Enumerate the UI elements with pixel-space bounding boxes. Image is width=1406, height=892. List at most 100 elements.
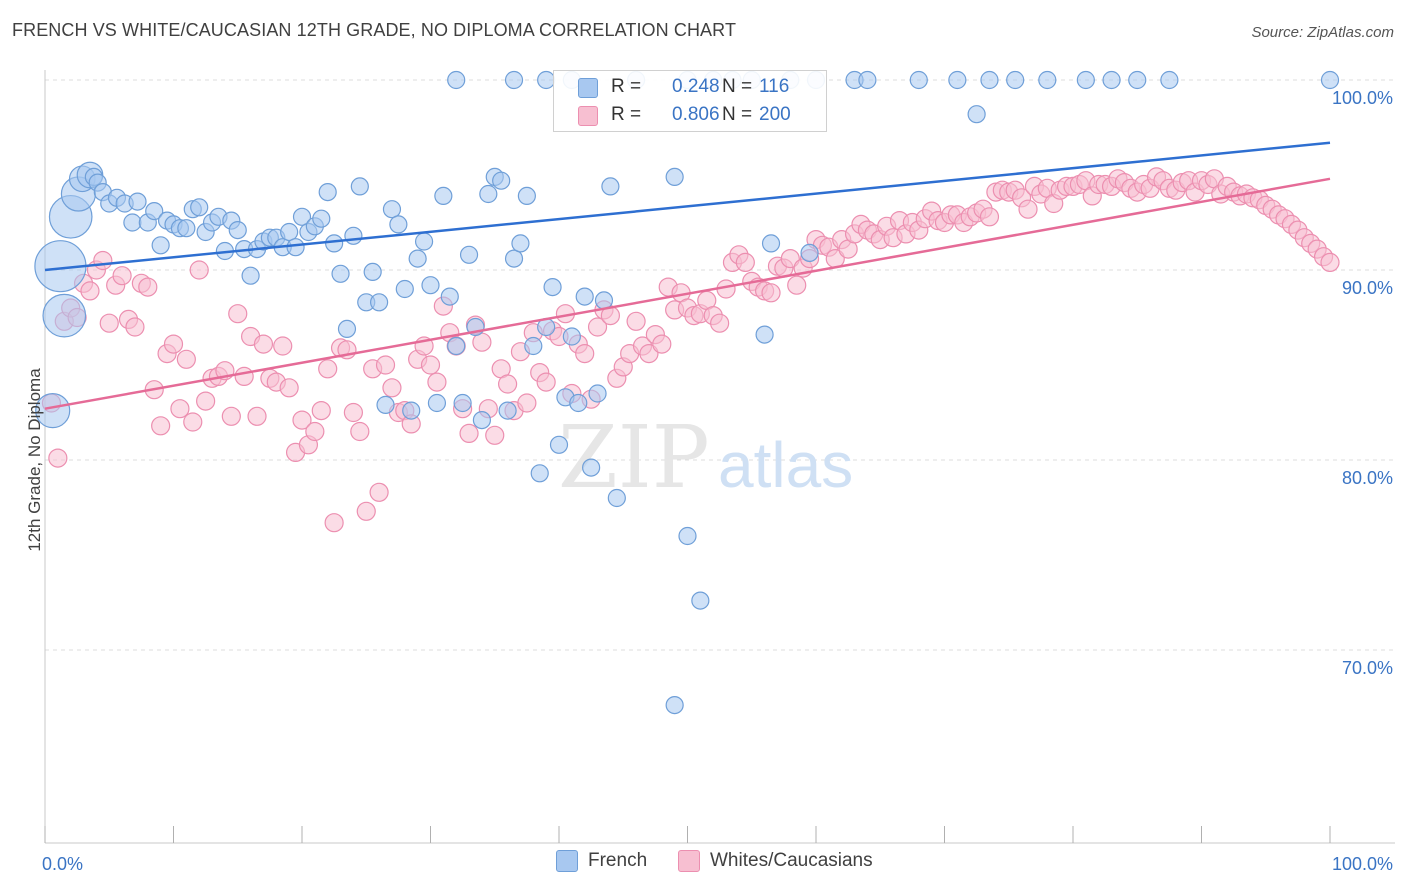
french-point bbox=[569, 393, 588, 413]
french-point bbox=[479, 184, 498, 204]
white-point bbox=[761, 283, 781, 303]
watermark-zip: ZIP bbox=[558, 408, 710, 508]
white-point bbox=[112, 266, 132, 286]
french-point bbox=[447, 70, 466, 90]
legend-item-white[interactable]: Whites/Caucasians bbox=[678, 850, 873, 872]
french-point bbox=[408, 249, 427, 268]
french-point bbox=[562, 327, 581, 346]
white-point bbox=[343, 402, 363, 423]
french-point bbox=[42, 293, 87, 338]
white-point bbox=[780, 249, 800, 269]
legend-r-value-white: 0.806 bbox=[672, 104, 720, 125]
french-point bbox=[395, 279, 414, 299]
legend-n-value-white: 200 bbox=[759, 104, 791, 125]
french-point bbox=[228, 221, 247, 240]
axes bbox=[44, 70, 1395, 844]
french-point bbox=[800, 243, 819, 262]
french-point bbox=[382, 200, 402, 219]
french-point bbox=[434, 186, 453, 205]
white-points bbox=[41, 167, 1340, 533]
french-point bbox=[1076, 70, 1095, 90]
french-point bbox=[665, 167, 684, 186]
french-point bbox=[177, 219, 196, 238]
white-point bbox=[253, 334, 274, 354]
french-point bbox=[755, 325, 774, 344]
french-point bbox=[363, 262, 382, 281]
french-point bbox=[286, 238, 305, 257]
white-point bbox=[375, 355, 396, 375]
white-point bbox=[1018, 199, 1038, 219]
french-point bbox=[145, 202, 164, 221]
french-point bbox=[427, 393, 447, 413]
french-point bbox=[280, 222, 299, 242]
french-point bbox=[517, 186, 536, 205]
white-point bbox=[587, 317, 608, 337]
french-point bbox=[582, 458, 601, 477]
french-point bbox=[190, 198, 209, 217]
white-point bbox=[427, 372, 447, 392]
legend-item-french[interactable]: French bbox=[556, 850, 647, 872]
white-point bbox=[196, 391, 216, 411]
french-point bbox=[1128, 70, 1147, 90]
white-point bbox=[48, 448, 68, 468]
french-point bbox=[241, 266, 260, 285]
watermark-atlas: atlas bbox=[718, 429, 853, 501]
french-point bbox=[344, 226, 363, 245]
french-point bbox=[549, 435, 569, 454]
french-point bbox=[575, 287, 594, 306]
white-point bbox=[163, 334, 184, 354]
white-point bbox=[305, 421, 325, 442]
y-tick-label: 90.0% bbox=[1342, 278, 1393, 298]
french-points bbox=[34, 70, 1340, 715]
white-point bbox=[292, 410, 312, 430]
trend-lines bbox=[44, 141, 1331, 410]
french-point bbox=[376, 395, 395, 414]
legend-swatch-french bbox=[578, 78, 598, 98]
french-point bbox=[511, 234, 530, 253]
white-point bbox=[99, 313, 119, 333]
french-point bbox=[370, 293, 389, 312]
french-point bbox=[967, 105, 986, 124]
french-point bbox=[909, 70, 928, 90]
white-point bbox=[138, 277, 158, 297]
french-point bbox=[414, 232, 434, 251]
french-point bbox=[389, 215, 408, 234]
legend-label-white: Whites/Caucasians bbox=[710, 850, 873, 871]
white-point bbox=[369, 482, 389, 502]
y-tick-label: 100.0% bbox=[1332, 88, 1393, 108]
white-point bbox=[125, 317, 145, 337]
chart-title: FRENCH VS WHITE/CAUCASIAN 12TH GRADE, NO… bbox=[12, 20, 737, 40]
french-point bbox=[498, 401, 517, 420]
french-point bbox=[325, 234, 344, 253]
white-point bbox=[420, 355, 441, 375]
x-tick-label: 100.0% bbox=[1332, 854, 1393, 874]
white-point bbox=[639, 344, 659, 364]
french-point bbox=[128, 192, 147, 211]
white-point bbox=[575, 344, 595, 364]
white-point bbox=[350, 421, 370, 442]
white-point bbox=[787, 275, 807, 295]
french-point bbox=[1320, 70, 1340, 90]
white-point bbox=[735, 252, 755, 272]
french-point bbox=[607, 488, 626, 508]
legend-n-value-french: 116 bbox=[759, 76, 790, 97]
french-point bbox=[504, 70, 524, 90]
y-tick-label: 70.0% bbox=[1342, 658, 1393, 678]
white-point bbox=[318, 359, 338, 379]
french-point bbox=[948, 70, 967, 90]
french-point bbox=[123, 213, 142, 232]
legend-swatch-white bbox=[578, 106, 598, 126]
french-point bbox=[678, 526, 697, 546]
series-legend: French Whites/Caucasians bbox=[0, 850, 1406, 880]
french-point bbox=[440, 287, 459, 306]
legend-swatch-white bbox=[678, 850, 700, 872]
legend-r-label: R = bbox=[611, 104, 642, 125]
white-point bbox=[652, 334, 672, 354]
white-point bbox=[170, 399, 190, 419]
white-point bbox=[710, 313, 730, 333]
white-point bbox=[247, 406, 267, 426]
french-point bbox=[151, 236, 170, 255]
french-point bbox=[1102, 70, 1121, 90]
white-trend-line bbox=[44, 177, 1331, 410]
white-point bbox=[279, 378, 299, 398]
